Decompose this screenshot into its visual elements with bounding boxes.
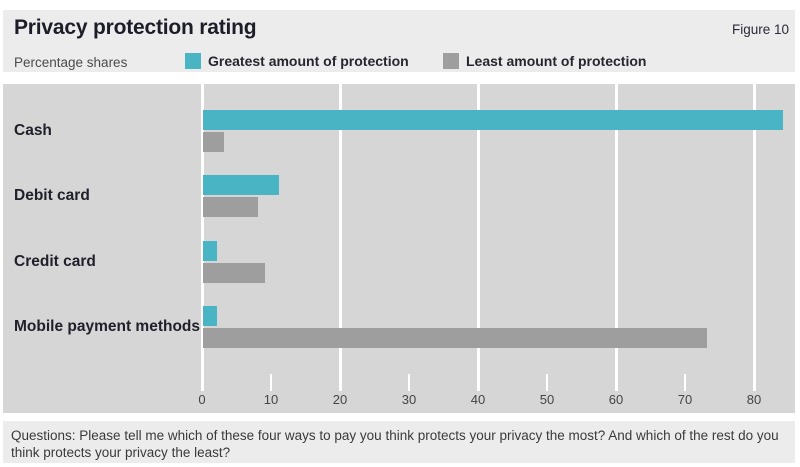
- category-label-cash: Cash: [14, 122, 52, 139]
- figure-title: Privacy protection rating: [14, 16, 257, 39]
- bar-greatest-1: [203, 175, 279, 196]
- axis-tick-label-80: 80: [746, 392, 762, 407]
- legend-item-least: Least amount of protection: [443, 53, 646, 69]
- bar-least-1: [203, 197, 259, 218]
- bar-greatest-0: [203, 110, 783, 130]
- axis-tick-label-60: 60: [608, 392, 624, 407]
- bar-chart: 0 10 20 30 40 50 60 70 80 Cash Debit card Credit ca…: [3, 84, 795, 413]
- legend-label-least: Least amount of protection: [466, 53, 647, 69]
- category-label-mobile-payment-methods: Mobile payment methods: [14, 317, 201, 335]
- grid-line-20: [339, 84, 342, 391]
- legend-swatch-greatest: [185, 53, 201, 69]
- axis-tick-10: [270, 374, 272, 391]
- category-label-credit-card: Credit card: [14, 252, 96, 270]
- axis-tick-label-70: 70: [677, 392, 693, 407]
- figure-number: Figure 10: [731, 22, 789, 37]
- bar-least-0: [203, 132, 224, 152]
- axis-tick-50: [546, 374, 548, 391]
- axis-unit-label: Percentage shares: [14, 55, 128, 70]
- axis-tick-label-50: 50: [539, 392, 555, 407]
- bar-least-2: [203, 262, 266, 283]
- bar-greatest-3: [203, 305, 217, 326]
- axis-tick-label-10: 10: [263, 392, 279, 407]
- figure-header: Privacy protection rating Figure 10 Perc…: [3, 10, 795, 72]
- grid-line-60: [615, 84, 618, 391]
- legend-swatch-least: [443, 53, 459, 69]
- axis-tick-30: [408, 374, 410, 391]
- grid-line-40: [477, 84, 480, 391]
- axis-tick-label-20: 20: [332, 392, 348, 407]
- question-text: Questions: Please tell me which of these…: [11, 428, 779, 460]
- axis-tick-label-30: 30: [401, 392, 417, 407]
- axis-tick-label-0: 0: [198, 392, 206, 407]
- legend-item-greatest: Greatest amount of protection: [185, 53, 409, 69]
- bar-greatest-2: [203, 240, 217, 261]
- axis-tick-label-40: 40: [470, 392, 486, 407]
- axis-tick-70: [684, 374, 686, 391]
- grid-line-80: [753, 84, 756, 391]
- bar-least-3: [203, 327, 707, 348]
- category-label-debit-card: Debit card: [14, 187, 90, 205]
- grid-line-0: [201, 84, 204, 391]
- legend-label-greatest: Greatest amount of protection: [208, 53, 409, 69]
- figure-footnote: Questions: Please tell me which of these…: [3, 421, 795, 463]
